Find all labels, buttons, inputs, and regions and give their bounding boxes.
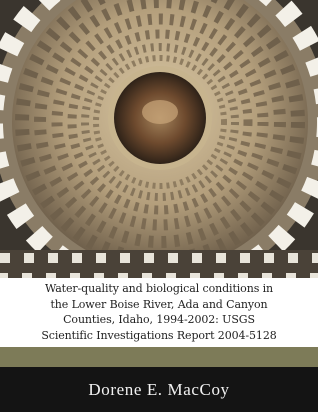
book-cover: Water-quality and biological conditions … (0, 0, 318, 412)
dome-photo (0, 0, 318, 278)
title: Water-quality and biological conditions … (0, 281, 318, 343)
title-line: Counties, Idaho, 1994-2002: USGS (0, 312, 318, 328)
title-line: Water-quality and biological conditions … (0, 281, 318, 297)
title-line: the Lower Boise River, Ada and Canyon (0, 297, 318, 313)
title-line: Scientific Investigations Report 2004-51… (0, 328, 318, 344)
accent-band (0, 347, 318, 367)
author: Dorene E. MacCoy (0, 380, 318, 400)
painting-light (142, 100, 178, 124)
